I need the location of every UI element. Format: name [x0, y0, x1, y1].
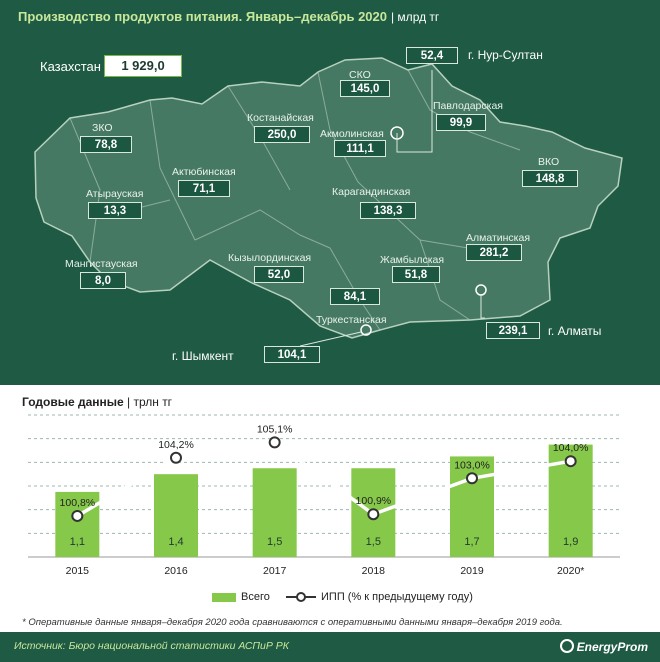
city-name-almaty: г. Алматы [548, 324, 602, 338]
kazakhstan-total: 1 929,0 [104, 55, 182, 77]
legend-bar-label: Всего [241, 591, 270, 603]
map-panel: Производство продуктов питания. Январь–д… [0, 0, 660, 385]
city-value-shymkent: 104,1 [264, 346, 320, 363]
region-name-kyzylorda: Кызылординская [228, 252, 312, 264]
ipp-label: 100,9% [356, 495, 392, 507]
bar-2015 [55, 491, 100, 557]
bar-label: 1,4 [168, 536, 183, 548]
legend-bar-swatch [212, 592, 236, 602]
bar-2017 [252, 468, 297, 557]
x-tick-label: 2015 [66, 565, 90, 577]
bar-label: 1,9 [563, 536, 578, 548]
ipp-point [170, 451, 182, 464]
bar-label: 1,1 [70, 536, 85, 548]
region-value-sko: 145,0 [340, 80, 390, 97]
region-name-aktobe: Актюбинская [172, 166, 236, 178]
x-tick-label: 2017 [263, 565, 287, 577]
annual-title-text: Годовые данные [22, 395, 124, 409]
annual-chart: 1,1 2015 1,4 2016 1,5 2017 1,5 2018 1,7 2019 1,9 20… [28, 414, 620, 577]
legend-line-label: ИПП (% к предыдущему году) [321, 591, 473, 603]
region-name-akmola: Акмолинская [320, 128, 384, 140]
bar-label: 1,5 [366, 536, 381, 548]
shymkent-leader [299, 331, 362, 347]
region-name-mangystau: Мангистауская [65, 258, 138, 270]
source-text: Источник: Бюро национальной статистики А… [14, 640, 289, 652]
x-tick-label: 2020* [557, 565, 584, 577]
almaty-leader [480, 295, 485, 319]
x-tick-label: 2018 [362, 565, 386, 577]
x-tick-label: 2019 [460, 565, 484, 577]
bar-2016 [154, 474, 198, 557]
region-name-pavlodar: Павлодарская [433, 100, 503, 112]
nursultan-leader [396, 70, 433, 153]
city-value-almaty: 239,1 [486, 322, 540, 339]
annual-title: Годовые данные | трлн тг [22, 395, 172, 409]
city-name-nursultan: г. Нур-Султан [468, 48, 543, 62]
legend-bar: Всего [212, 591, 270, 603]
bar-label: 1,5 [267, 536, 282, 548]
region-value-kyzylorda: 52,0 [254, 266, 304, 283]
city-value-nursultan: 52,4 [406, 47, 458, 64]
ipp-point [367, 508, 380, 521]
region-name-turkestan: Туркестанская [316, 314, 387, 326]
legend-line-swatch [286, 592, 316, 603]
source-bar: Источник: Бюро национальной статистики А… [0, 632, 660, 662]
region-value-pavlodar: 99,9 [436, 114, 486, 131]
region-value-turkestan: 84,1 [330, 288, 380, 305]
city-name-shymkent: г. Шымкент [172, 349, 234, 363]
ipp-label: 100,8% [60, 497, 96, 509]
region-name-vko: ВКО [538, 156, 560, 168]
region-value-karaganda: 138,3 [360, 202, 416, 219]
region-name-karaganda: Карагандинская [332, 186, 411, 198]
region-value-almaty-region: 281,2 [466, 244, 522, 261]
region-value-atyrau: 13,3 [88, 202, 142, 219]
ipp-point [71, 509, 84, 522]
ipp-label: 104,2% [158, 439, 194, 451]
page-title-text: Производство продуктов питания. Январь–д… [18, 9, 387, 24]
ipp-point [564, 455, 577, 468]
brand-name: EnergyProm [576, 640, 648, 654]
ipp-line [76, 440, 571, 518]
region-value-zko: 78,8 [80, 136, 132, 153]
region-value-kostanay: 250,0 [254, 126, 310, 143]
region-name-almaty-region: Алматинская [466, 232, 531, 244]
annual-title-unit: | трлн тг [127, 395, 173, 409]
brand-icon [559, 639, 574, 653]
page-title: Производство продуктов питания. Январь–д… [18, 9, 439, 24]
ipp-label: 103,0% [454, 459, 490, 471]
page-title-unit: | млрд тг [390, 10, 440, 24]
region-value-mangystau: 8,0 [80, 272, 126, 289]
kazakhstan-label: Казахстан [40, 59, 101, 74]
x-tick-label: 2016 [164, 565, 188, 577]
region-name-sko: СКО [349, 69, 371, 81]
ipp-label: 105,1% [257, 423, 293, 435]
region-value-vko: 148,8 [522, 170, 578, 187]
ipp-label: 104,0% [553, 442, 589, 454]
footnote: * Оперативные данные января–декабря 2020… [22, 617, 563, 628]
legend-line: ИПП (% к предыдущему году) [286, 591, 473, 603]
shymkent-marker [360, 324, 372, 336]
bar-label: 1,7 [464, 536, 479, 548]
region-name-kostanay: Костанайская [247, 112, 314, 124]
region-value-aktobe: 71,1 [178, 180, 230, 197]
ipp-point [466, 472, 478, 485]
brand-logo: EnergyProm [559, 639, 648, 654]
region-name-zhambyl: Жамбылская [380, 254, 445, 266]
annual-section: Годовые данные | трлн тг 1,1 2015 1,4 2016 1… [0, 385, 660, 662]
region-value-akmola: 111,1 [334, 140, 386, 157]
ipp-point [268, 436, 281, 449]
region-name-atyrau: Атырауская [86, 188, 144, 200]
region-name-zko: ЗКО [92, 122, 113, 134]
region-value-zhambyl: 51,8 [392, 266, 440, 283]
